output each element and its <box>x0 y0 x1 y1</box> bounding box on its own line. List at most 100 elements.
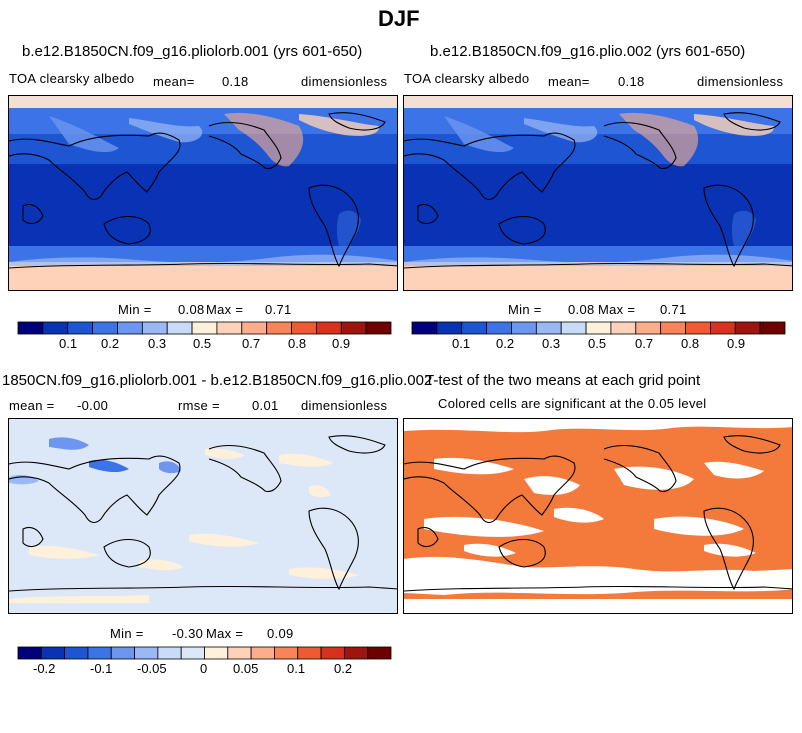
panel2-colorbar-swatch <box>734 321 761 335</box>
panel1-colorbar-swatch <box>291 321 317 335</box>
panel3-colorbar-swatch <box>110 646 135 660</box>
panel3-colorbar-swatch <box>87 646 112 660</box>
panel1-cb-tick: 0.3 <box>148 336 167 351</box>
panel1-cb-tick: 0.5 <box>193 336 212 351</box>
panel1-colorbar-swatch <box>191 321 218 335</box>
panel2-cb-tick: 0.9 <box>727 336 746 351</box>
panel2-min-label: Min = <box>508 302 542 317</box>
panel2-cb-tick: 0.2 <box>496 336 515 351</box>
panel3-rmse-value: 0.01 <box>252 398 279 413</box>
panel3-max-value: 0.09 <box>267 626 294 641</box>
panel3-colorbar-swatch <box>320 646 345 660</box>
panel3-cb-tick: 0.05 <box>233 661 259 676</box>
panel3-max-label: Max = <box>206 626 244 641</box>
panel2-colorbar-swatch <box>436 321 463 335</box>
panel3-cb-tick: 0.2 <box>334 661 353 676</box>
panel1-units: dimensionless <box>301 74 388 89</box>
panel1-colorbar-swatch <box>340 321 367 335</box>
panel3-rmse-label: rmse = <box>178 398 220 413</box>
panel3-title: 1850CN.f09_g16.pliolorb.001 - b.e12.B185… <box>2 372 433 389</box>
panel1-colorbar-swatch <box>117 321 143 335</box>
panel3-colorbar-swatch <box>343 646 369 660</box>
panel3-cb-tick: 0.1 <box>287 661 306 676</box>
panel1-colorbar-swatch <box>92 321 118 335</box>
panel1-mean-label: mean= <box>153 74 195 89</box>
panel2-colorbar-swatch <box>685 321 711 335</box>
panel3-colorbar-swatch <box>297 646 322 660</box>
panel1-variable: TOA clearsky albedo <box>9 71 135 86</box>
panel3-colorbar-swatch <box>250 646 275 660</box>
panel2-units: dimensionless <box>697 74 784 89</box>
panel3-map <box>8 418 398 614</box>
panel2-cb-tick: 0.1 <box>452 336 471 351</box>
panel3-colorbar-swatch <box>204 646 229 660</box>
panel2-colorbar-swatch <box>759 321 786 335</box>
panel1-cb-tick: 0.7 <box>242 336 261 351</box>
panel2-colorbar-swatch <box>486 321 512 335</box>
panel3-colorbar-swatch <box>134 646 159 660</box>
panel3-colorbar-swatch <box>274 646 299 660</box>
panel3-mean-value: -0.00 <box>77 398 109 413</box>
panel1-cb-tick: 0.2 <box>101 336 120 351</box>
panel1-cb-tick: 0.9 <box>332 336 351 351</box>
panel1-cb-tick: 0.8 <box>288 336 307 351</box>
panel2-mean-value: 0.18 <box>618 74 645 89</box>
panel3-min-label: Min = <box>110 626 144 641</box>
panel2-map <box>403 95 793 291</box>
panel1-min-value: 0.08 <box>178 302 205 317</box>
panel1-colorbar <box>17 321 392 335</box>
page-title: DJF <box>378 6 420 31</box>
panel2-colorbar-swatch <box>635 321 662 335</box>
panel2-cb-tick: 0.7 <box>635 336 654 351</box>
panel3-mean-label: mean = <box>9 398 55 413</box>
panel2-max-label: Max = <box>598 302 636 317</box>
panel2-cb-tick: 0.8 <box>681 336 700 351</box>
panel3-min-value: -0.30 <box>172 626 204 641</box>
panel2-cb-tick: 0.3 <box>542 336 561 351</box>
panel1-colorbar-swatch <box>266 321 292 335</box>
panel2-colorbar-swatch <box>461 321 488 335</box>
panel1-colorbar-swatch <box>315 321 342 335</box>
panel1-title: b.e12.B1850CN.f09_g16.pliolorb.001 (yrs … <box>22 43 363 60</box>
panel1-colorbar-swatch <box>67 321 94 335</box>
panel1-cb-tick: 0.1 <box>59 336 78 351</box>
panel3-colorbar-swatch <box>17 646 42 660</box>
panel1-colorbar-swatch <box>42 321 69 335</box>
panel3-cb-tick: -0.2 <box>33 661 56 676</box>
panel2-colorbar-swatch <box>560 321 587 335</box>
panel4-subtitle: Colored cells are significant at the 0.0… <box>438 396 707 411</box>
panel2-colorbar-swatch <box>610 321 637 335</box>
panel4-title: T-test of the two means at each grid poi… <box>425 372 701 389</box>
panel2-title: b.e12.B1850CN.f09_g16.plio.002 (yrs 601-… <box>430 43 746 60</box>
panel1-max-label: Max = <box>206 302 244 317</box>
panel1-max-value: 0.71 <box>265 302 292 317</box>
panel2-colorbar-swatch <box>411 321 438 335</box>
panel1-colorbar-swatch <box>141 321 168 335</box>
panel3-colorbar-swatch <box>64 646 89 660</box>
panel1-colorbar-swatch <box>241 321 268 335</box>
panel2-cb-tick: 0.5 <box>588 336 607 351</box>
panel3-units: dimensionless <box>301 398 388 413</box>
panel2-colorbar-swatch <box>535 321 562 335</box>
panel3-cb-tick: -0.05 <box>137 661 167 676</box>
panel2-colorbar-swatch <box>511 321 537 335</box>
panel2-variable: TOA clearsky albedo <box>404 71 530 86</box>
panel2-max-value: 0.71 <box>660 302 687 317</box>
panel3-colorbar-swatch <box>157 646 182 660</box>
panel1-mean-value: 0.18 <box>222 74 249 89</box>
panel3-colorbar-swatch <box>227 646 252 660</box>
panel2-mean-label: mean= <box>548 74 590 89</box>
panel3-colorbar-swatch <box>367 646 392 660</box>
panel1-min-label: Min = <box>118 302 152 317</box>
panel3-colorbar-swatch <box>40 646 66 660</box>
panel1-colorbar-swatch <box>166 321 193 335</box>
panel1-colorbar-swatch <box>17 321 44 335</box>
panel2-colorbar <box>411 321 786 335</box>
panel3-colorbar <box>17 646 392 660</box>
panel3-cb-tick: 0 <box>200 661 208 676</box>
panel2-colorbar-swatch <box>709 321 736 335</box>
panel1-map <box>8 95 398 291</box>
panel2-colorbar-swatch <box>660 321 686 335</box>
panel1-colorbar-swatch <box>216 321 243 335</box>
panel1-colorbar-swatch <box>365 321 392 335</box>
